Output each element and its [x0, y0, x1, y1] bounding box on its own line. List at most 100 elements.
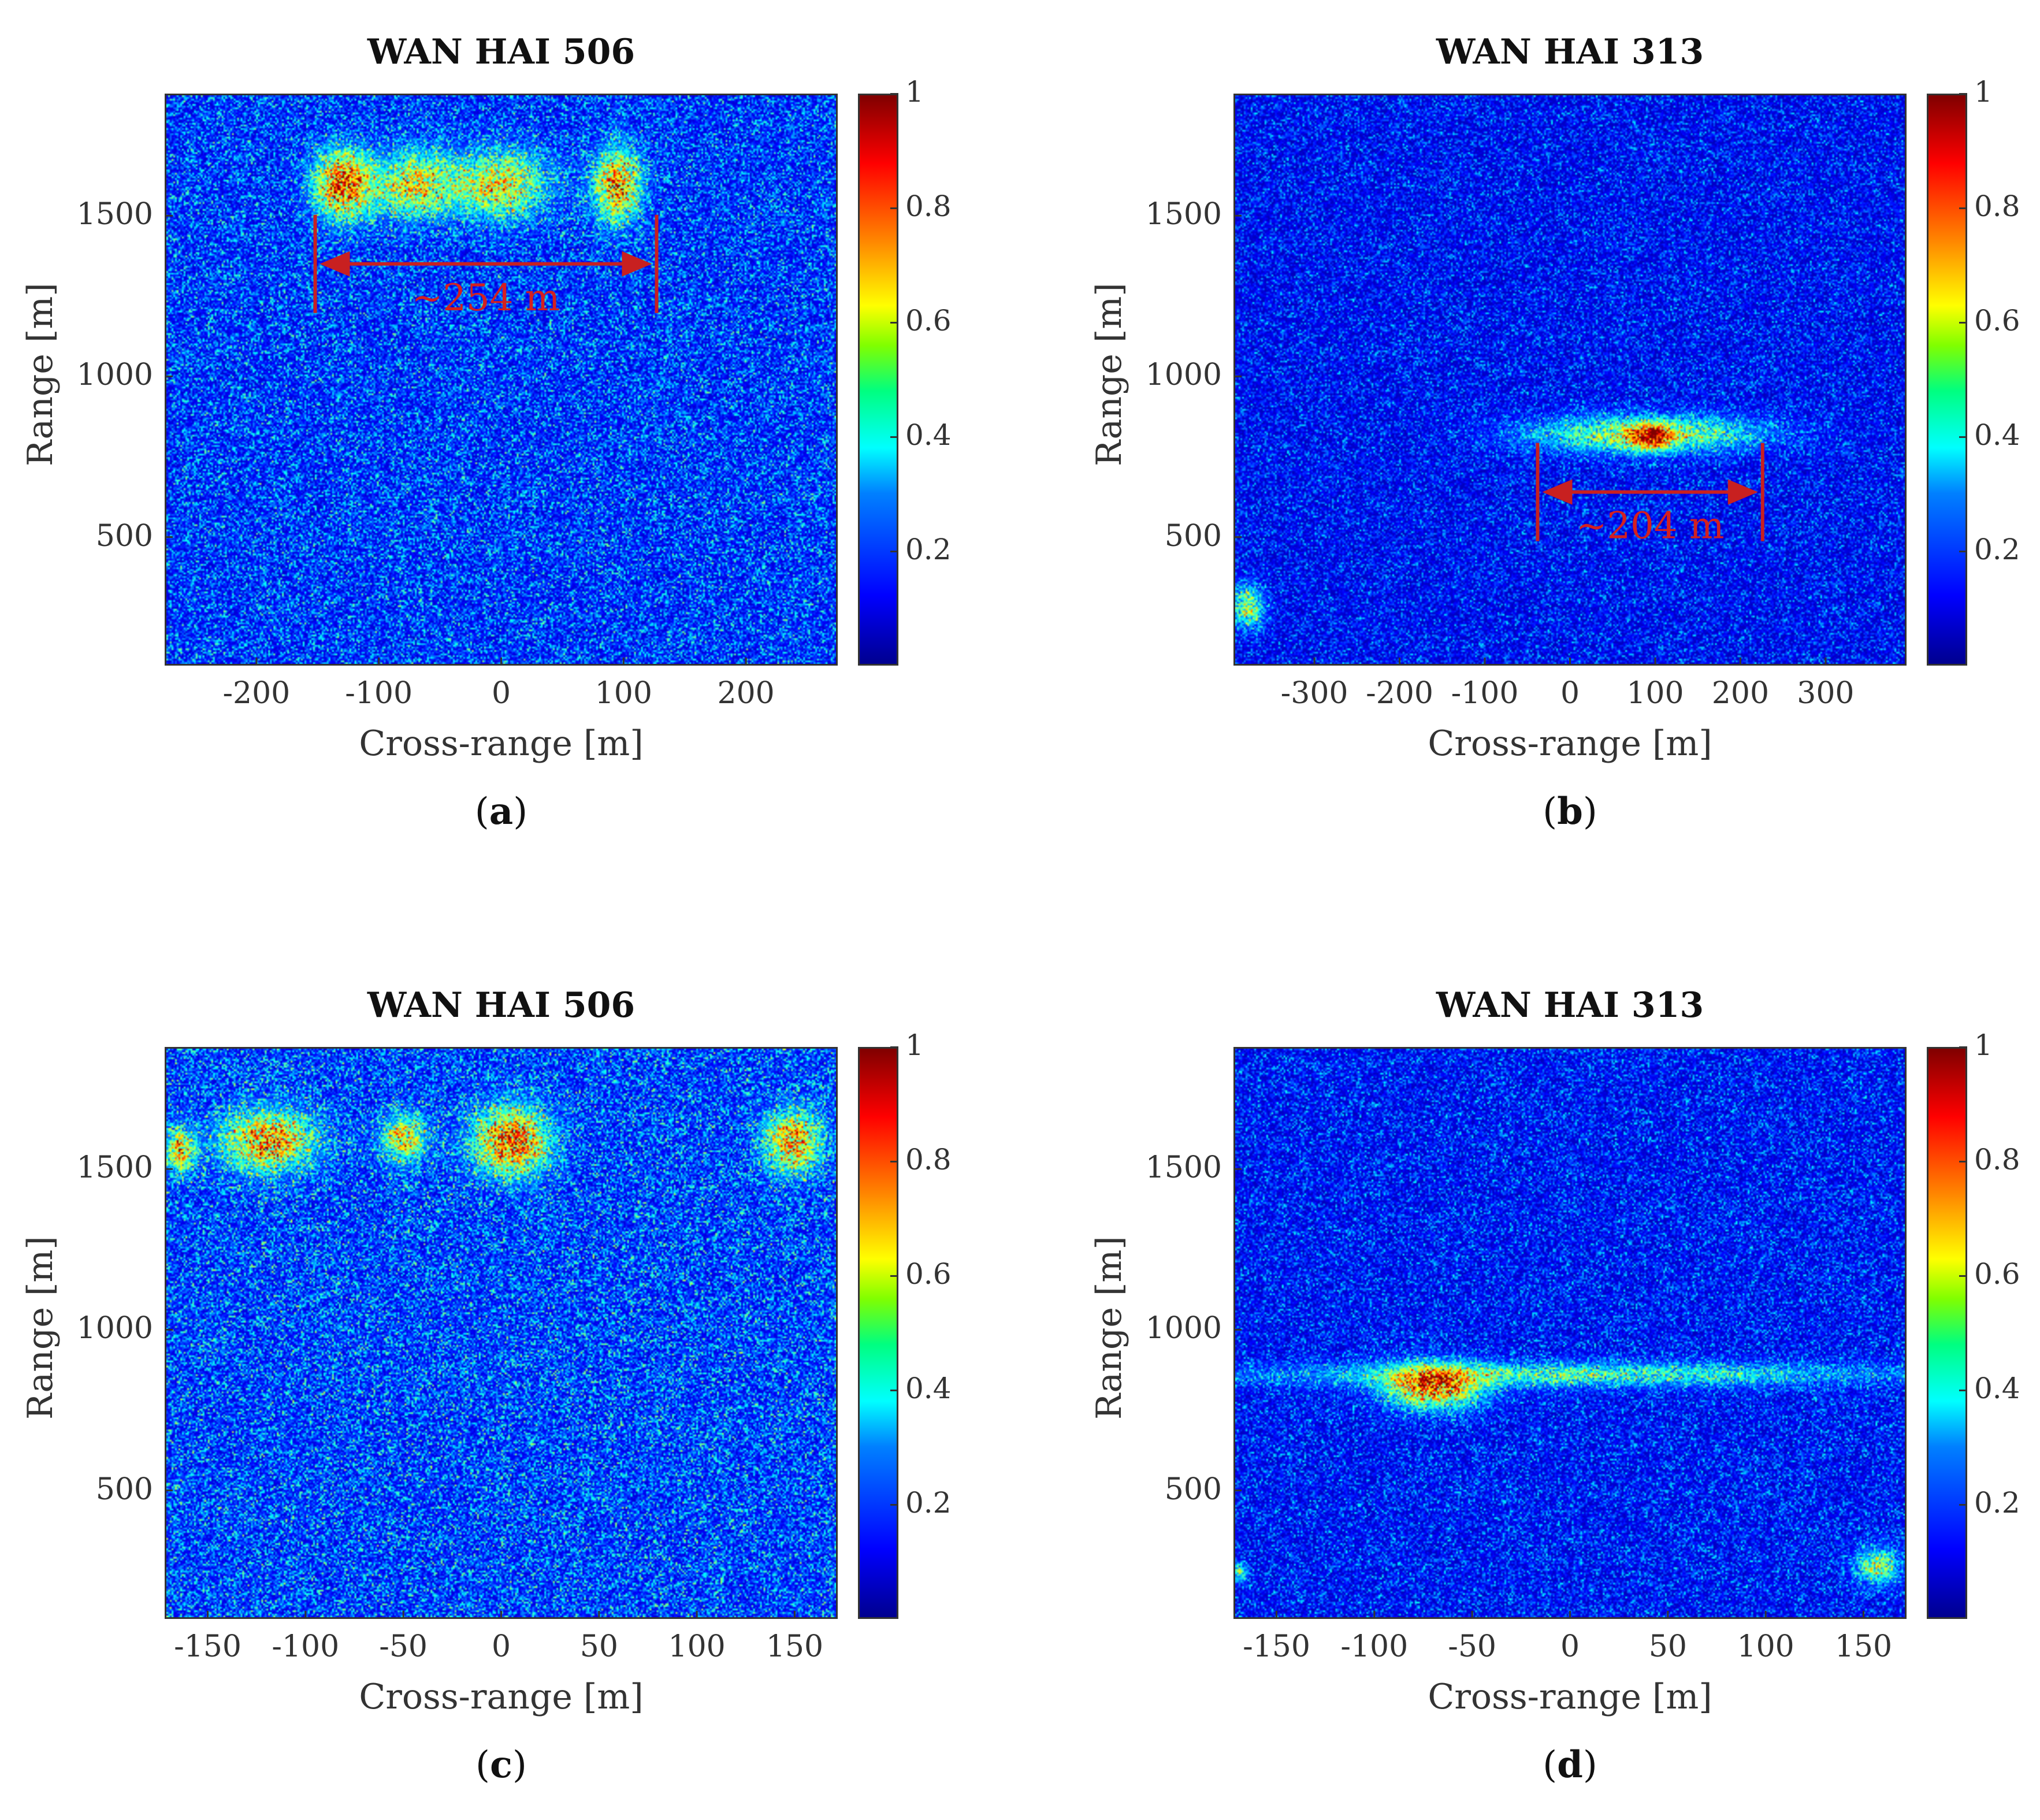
colorbar-tick-label: 0.4: [905, 1372, 952, 1405]
y-tick-label: 500: [95, 1472, 153, 1507]
colorbar: [858, 94, 898, 666]
x-tick-label: -50: [379, 1629, 428, 1664]
y-tick-label: 500: [1164, 518, 1222, 554]
caption-letter: d: [1557, 1743, 1583, 1786]
x-tick-label: 0: [1560, 1629, 1580, 1664]
y-tick-label: 1500: [76, 1150, 153, 1186]
heatmap-plot-area: [165, 94, 838, 666]
x-tick-label: -100: [345, 676, 413, 711]
x-tick-label: -300: [1280, 676, 1348, 711]
colorbar-tick-label: 1: [1974, 75, 1993, 109]
y-axis-label: Range [m]: [20, 283, 61, 466]
x-tick-label: 0: [1560, 676, 1580, 711]
colorbar-tick-label: 0.4: [1974, 1372, 2020, 1405]
colorbar-tick-mark: [1959, 1275, 1967, 1277]
y-axis-label: Range [m]: [1089, 283, 1129, 466]
heatmap-image: [166, 95, 836, 664]
colorbar-tick-label: 0.2: [1974, 533, 2020, 566]
colorbar-tick-label: 0.2: [905, 1486, 952, 1520]
colorbar-tick-mark: [890, 436, 898, 438]
colorbar: [1927, 1047, 1967, 1619]
panel-caption: (c): [165, 1743, 838, 1786]
x-tick-label: 200: [1711, 676, 1770, 711]
chart-title: WAN HAI 506: [367, 985, 636, 1026]
chart-title: WAN HAI 313: [1436, 985, 1704, 1026]
colorbar-tick-mark: [1959, 1504, 1967, 1506]
colorbar-tick-mark: [1959, 1046, 1967, 1048]
panel-caption: (d): [1233, 1743, 1907, 1786]
colorbar-tick-mark: [890, 207, 898, 209]
x-tick-label: 100: [668, 1629, 726, 1664]
annotation-text: ~204 m: [1576, 505, 1725, 548]
chart-title: WAN HAI 313: [1436, 32, 1704, 72]
caption-paren: (: [474, 790, 489, 833]
x-tick-label: 100: [1626, 676, 1684, 711]
x-tick-label: -150: [174, 1629, 241, 1664]
colorbar-tick-label: 1: [1974, 1028, 1993, 1062]
annotation-arrowhead-left: [319, 251, 350, 277]
y-axis-label: Range [m]: [1089, 1236, 1129, 1420]
axes-overlay: [165, 1168, 796, 1619]
chart-panel: WAN HAI 313 ~204 m -300 -200 -100 0 100 200 300 5…: [1069, 0, 2040, 867]
colorbar-tick-mark: [890, 1390, 898, 1391]
caption-paren: ): [513, 790, 528, 833]
colorbar-tick-label: 0.4: [905, 418, 952, 452]
caption-paren: (: [475, 1744, 491, 1786]
colorbar-tick-mark: [1959, 207, 1967, 209]
colorbar-tick-mark: [890, 1046, 898, 1048]
x-tick-label: 150: [766, 1629, 824, 1664]
chart-panel: WAN HAI 313 -150 -100 -50 0 50 100 150 500 1000 15…: [1069, 953, 2040, 1820]
colorbar-tick-label: 0.6: [1974, 1257, 2020, 1291]
colorbar: [1927, 94, 1967, 666]
colorbar-tick-mark: [1959, 322, 1967, 324]
y-tick-label: 1000: [76, 358, 153, 393]
heatmap-plot-area: [1233, 94, 1907, 666]
x-tick-label: 200: [717, 676, 775, 711]
x-tick-label: 100: [594, 676, 652, 711]
caption-paren: (: [1543, 790, 1558, 833]
x-tick-label: 50: [579, 1629, 618, 1664]
x-tick-label: -100: [272, 1629, 340, 1664]
colorbar-tick-mark: [1959, 551, 1967, 552]
x-tick-label: 300: [1797, 676, 1855, 711]
y-tick-label: 500: [95, 518, 153, 554]
colorbar-tick-mark: [1959, 93, 1967, 95]
colorbar-tick-label: 0.6: [905, 1257, 952, 1291]
heatmap-plot-area: [165, 1047, 838, 1619]
axes-overlay: ~204 m: [1233, 214, 1827, 666]
y-tick-label: 1000: [1145, 1311, 1222, 1346]
x-tick-label: -100: [1451, 676, 1519, 711]
colorbar-tick-label: 0.8: [905, 1143, 952, 1176]
colorbar-tick-label: 0.6: [1974, 304, 2020, 337]
x-axis-label: Cross-range [m]: [1428, 723, 1712, 764]
chart-panel: WAN HAI 506 -150 -100 -50 0 50 100 150 500 1000 15…: [0, 953, 982, 1820]
y-tick-label: 1000: [76, 1311, 153, 1346]
axes-overlay: [1233, 1168, 1864, 1619]
annotation-text: ~254 m: [412, 277, 560, 320]
x-tick-label: -200: [1366, 676, 1433, 711]
axes-overlay: ~254 m: [165, 214, 747, 666]
colorbar-tick-mark: [890, 93, 898, 95]
caption-letter: b: [1557, 790, 1583, 833]
x-tick-label: 150: [1834, 1629, 1893, 1664]
annotation-arrowhead-right: [1727, 479, 1758, 505]
colorbar-tick-mark: [890, 1504, 898, 1506]
colorbar-tick-label: 0.2: [1974, 1486, 2020, 1520]
x-tick-label: 0: [491, 1629, 511, 1664]
colorbar-tick-label: 1: [905, 1028, 924, 1062]
y-tick-label: 500: [1164, 1472, 1222, 1507]
colorbar-tick-label: 0.2: [905, 533, 952, 566]
colorbar-tick-mark: [890, 551, 898, 552]
x-axis-label: Cross-range [m]: [359, 1677, 644, 1717]
caption-paren: ): [1582, 790, 1597, 833]
length-annotation: ~204 m: [1536, 443, 1764, 548]
y-tick-label: 1500: [1145, 1150, 1222, 1186]
annotation-arrowhead-left: [1542, 479, 1573, 505]
caption-paren: ): [512, 1744, 527, 1786]
colorbar-tick-label: 0.8: [1974, 1143, 2020, 1176]
caption-letter: c: [490, 1743, 512, 1786]
colorbar-tick-label: 0.8: [905, 190, 952, 223]
colorbar-tick-mark: [1959, 436, 1967, 438]
colorbar-tick-label: 0.6: [905, 304, 952, 337]
colorbar-tick-label: 1: [905, 75, 924, 109]
